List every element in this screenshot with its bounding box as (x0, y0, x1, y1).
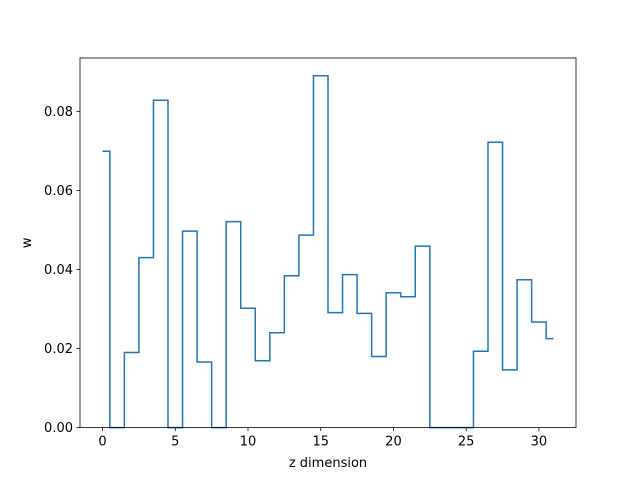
x-tick-label: 15 (312, 435, 329, 450)
x-tick-label: 10 (240, 435, 257, 450)
x-tick-label: 20 (385, 435, 402, 450)
x-tick-label: 0 (98, 435, 106, 450)
y-axis-ticks: 0.00 0.02 0.04 0.06 0.08 (44, 105, 80, 436)
y-tick-label: 0.06 (44, 184, 73, 199)
y-axis-label: w (20, 237, 35, 248)
y-tick-label: 0.08 (44, 105, 73, 120)
x-tick-label: 25 (458, 435, 475, 450)
plot-frame (79, 57, 577, 429)
x-axis-ticks: 0 5 10 15 20 25 30 (98, 427, 548, 450)
x-tick-label: 5 (171, 435, 179, 450)
y-tick-label: 0.02 (44, 342, 73, 357)
y-tick-label: 0.04 (44, 263, 73, 278)
x-tick-label: 30 (531, 435, 548, 450)
y-tick-label: 0.00 (44, 421, 73, 436)
x-axis-label: z dimension (289, 456, 367, 471)
